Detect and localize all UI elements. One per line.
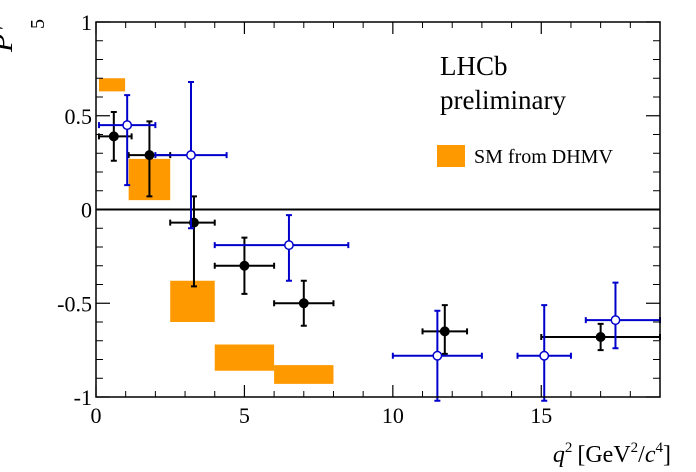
data-point-open xyxy=(610,315,621,326)
data-point-open xyxy=(283,240,294,251)
data-point-open xyxy=(122,120,133,131)
y-axis-title-sub: 5 xyxy=(27,19,49,29)
data-point-open xyxy=(539,350,550,361)
data-point-filled xyxy=(239,260,250,271)
y-axis-title: P ′ 5 xyxy=(0,19,49,53)
annotation-line-2: preliminary xyxy=(440,85,566,115)
sm-band xyxy=(170,280,215,322)
x-axis-title-c: c xyxy=(645,442,656,468)
x-tick-label: 15 xyxy=(530,403,552,428)
y-axis-title-p: P xyxy=(0,34,19,53)
x-axis-title-q: q xyxy=(553,442,565,468)
legend-swatch xyxy=(437,145,465,167)
y-tick-label: -1 xyxy=(74,385,92,410)
data-point-open xyxy=(432,350,443,361)
x-axis-title-q-sup: 2 xyxy=(565,440,573,456)
x-tick-label: 0 xyxy=(91,403,102,428)
sm-band xyxy=(98,78,126,92)
sm-band xyxy=(274,365,334,384)
x-axis-title-slash: / xyxy=(638,442,645,468)
y-axis-title-prime: ′ xyxy=(0,25,17,30)
x-axis-title: q2 [GeV2/c4] xyxy=(553,440,671,468)
data-point-open xyxy=(186,150,196,161)
x-tick-label: 5 xyxy=(239,403,250,428)
y-tick-label: -0.5 xyxy=(57,291,92,316)
x-axis-title-c-sup: 4 xyxy=(656,440,664,456)
data-point-filled xyxy=(144,150,155,161)
y-tick-label: 1 xyxy=(81,10,92,35)
data-point-filled xyxy=(298,298,309,309)
axis-ticks-layer: 0 5 10 15 -1 -0.5 0 0.5 1 xyxy=(57,10,661,428)
x-axis-title-gev-sup: 2 xyxy=(631,440,639,456)
legend-label: SM from DHMV xyxy=(474,146,613,168)
data-point-filled xyxy=(439,326,450,337)
data-points-layer xyxy=(97,81,661,402)
x-axis-title-close: ] xyxy=(663,442,671,468)
sm-bands-layer xyxy=(98,78,334,384)
data-point-filled xyxy=(108,131,119,142)
x-axis-title-open: [GeV xyxy=(577,442,631,468)
data-point-filled xyxy=(595,332,606,342)
sm-band xyxy=(214,344,275,371)
annotation-line-1: LHCb xyxy=(440,51,508,81)
x-tick-label: 10 xyxy=(382,403,404,428)
y-tick-label: 0 xyxy=(81,198,92,223)
y-tick-label: 0.5 xyxy=(65,104,93,129)
